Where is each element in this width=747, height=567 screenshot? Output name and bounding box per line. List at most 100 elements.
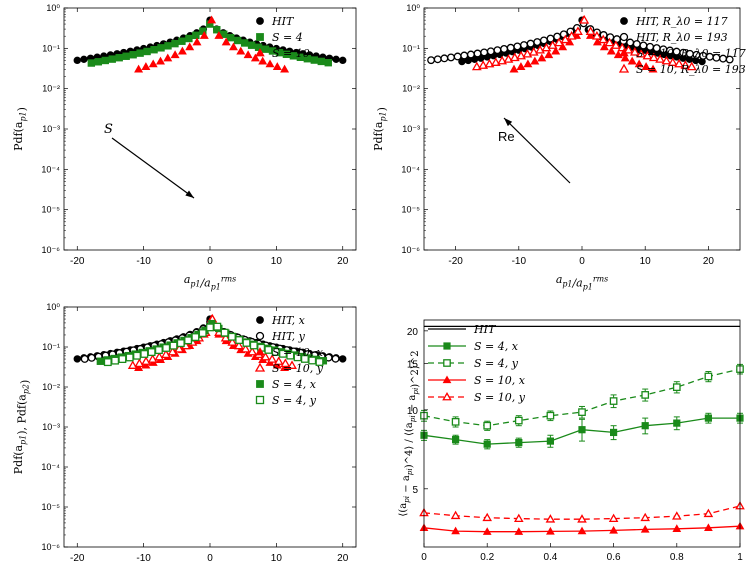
data-point <box>451 436 460 444</box>
data-point <box>154 346 163 355</box>
x-tick-label: 20 <box>703 256 715 267</box>
legend-label: HIT, y <box>271 330 306 343</box>
data-point <box>634 59 644 68</box>
data-point <box>648 64 658 73</box>
annotation: Re <box>498 117 571 184</box>
data-point <box>577 526 587 535</box>
data-point <box>242 338 251 347</box>
data-point <box>280 64 290 73</box>
x-tick-label: 1 <box>737 552 743 563</box>
data-point <box>623 44 634 54</box>
x-tick-label: -20 <box>70 553 85 564</box>
data-point <box>164 42 172 50</box>
x-tick-label: 20 <box>337 256 349 267</box>
legend-label: HIT <box>271 15 295 28</box>
legend-marker <box>443 359 451 367</box>
legend-label: HIT, x <box>271 314 306 327</box>
legend-marker <box>619 48 629 57</box>
data-point <box>147 348 156 357</box>
legend-marker <box>256 17 264 25</box>
data-point <box>177 46 187 55</box>
legend-label: S = 10, y <box>272 362 324 375</box>
data-point <box>523 59 533 68</box>
data-point <box>96 357 105 365</box>
data-point <box>478 60 489 69</box>
series-s-10-r-0-193 <box>471 15 697 71</box>
data-point <box>125 353 134 362</box>
series-line <box>423 505 741 520</box>
data-point <box>161 349 171 358</box>
data-point <box>598 34 609 44</box>
x-tick-label: 0.4 <box>543 552 557 563</box>
x-tick-label: 0.8 <box>670 552 684 563</box>
data-point <box>680 60 691 69</box>
data-point <box>482 512 493 522</box>
data-point <box>577 514 587 523</box>
data-point <box>280 358 291 367</box>
data-point <box>546 411 555 420</box>
data-point <box>480 48 489 57</box>
data-point <box>500 45 509 53</box>
data-point <box>544 50 554 59</box>
data-point <box>460 51 469 60</box>
series-line <box>423 368 741 427</box>
data-point <box>220 328 229 337</box>
legend-marker <box>442 392 452 401</box>
y-tick-label: 10⁻³ <box>402 124 420 134</box>
data-point <box>339 56 347 65</box>
data-point <box>655 54 666 63</box>
y-tick-label: 10⁻² <box>402 84 420 94</box>
data-point <box>227 337 238 346</box>
data-point <box>267 354 278 363</box>
y-tick-label: 10⁻⁴ <box>41 164 60 174</box>
legend-marker <box>442 375 452 384</box>
data-point <box>247 41 256 49</box>
arrowhead <box>185 190 194 198</box>
series-s-10-y <box>419 500 745 523</box>
data-point <box>147 354 158 363</box>
legend-label: S = 4, y <box>474 357 519 370</box>
data-point <box>648 52 659 62</box>
data-point <box>725 55 734 64</box>
data-point <box>578 426 586 434</box>
data-point <box>233 36 242 45</box>
data-point <box>641 391 650 399</box>
data-point <box>227 33 235 42</box>
data-point <box>198 329 207 338</box>
data-point <box>579 15 590 24</box>
data-point <box>332 55 340 64</box>
legend-label: S = 4, x <box>474 340 519 353</box>
legend-marker <box>256 33 264 41</box>
data-point <box>140 350 149 358</box>
data-point <box>279 349 287 358</box>
legend-label: S = 10 <box>272 47 310 60</box>
data-point <box>317 57 325 66</box>
data-lines <box>419 325 745 535</box>
data-point <box>592 31 602 40</box>
legend-marker <box>255 395 265 405</box>
data-point <box>258 56 268 65</box>
data-point <box>141 62 151 70</box>
series-s-10 <box>134 15 290 73</box>
panel-top-left: -20 -10 0 10 20 10⁻⁶ 10⁻⁵ 10⁻⁴ 10⁻³ 10⁻² 10⁻¹ 10⁰ ap… <box>12 3 357 292</box>
data-point <box>133 351 141 360</box>
data-point <box>206 323 214 332</box>
legend-label: S = 4, y <box>272 394 317 407</box>
data-point <box>514 416 523 425</box>
data-point <box>609 525 618 534</box>
data-point <box>546 526 555 535</box>
x-tick-label: 0.2 <box>480 552 494 563</box>
data-point <box>453 52 462 61</box>
legend-marker <box>619 32 629 42</box>
data-point <box>539 36 548 45</box>
y-tick-label: 10⁰ <box>46 3 60 13</box>
data-point <box>573 26 583 35</box>
y-tick-label: 20 <box>407 327 419 338</box>
legend-label: S = 10, x <box>272 346 324 359</box>
legend: HIT S = 4, x S = 4, y S = 10, x S = 10, y <box>428 323 526 404</box>
series-s-4-x <box>420 412 744 450</box>
data-point <box>515 439 523 447</box>
data-point <box>599 42 609 51</box>
legend-marker <box>618 63 630 73</box>
